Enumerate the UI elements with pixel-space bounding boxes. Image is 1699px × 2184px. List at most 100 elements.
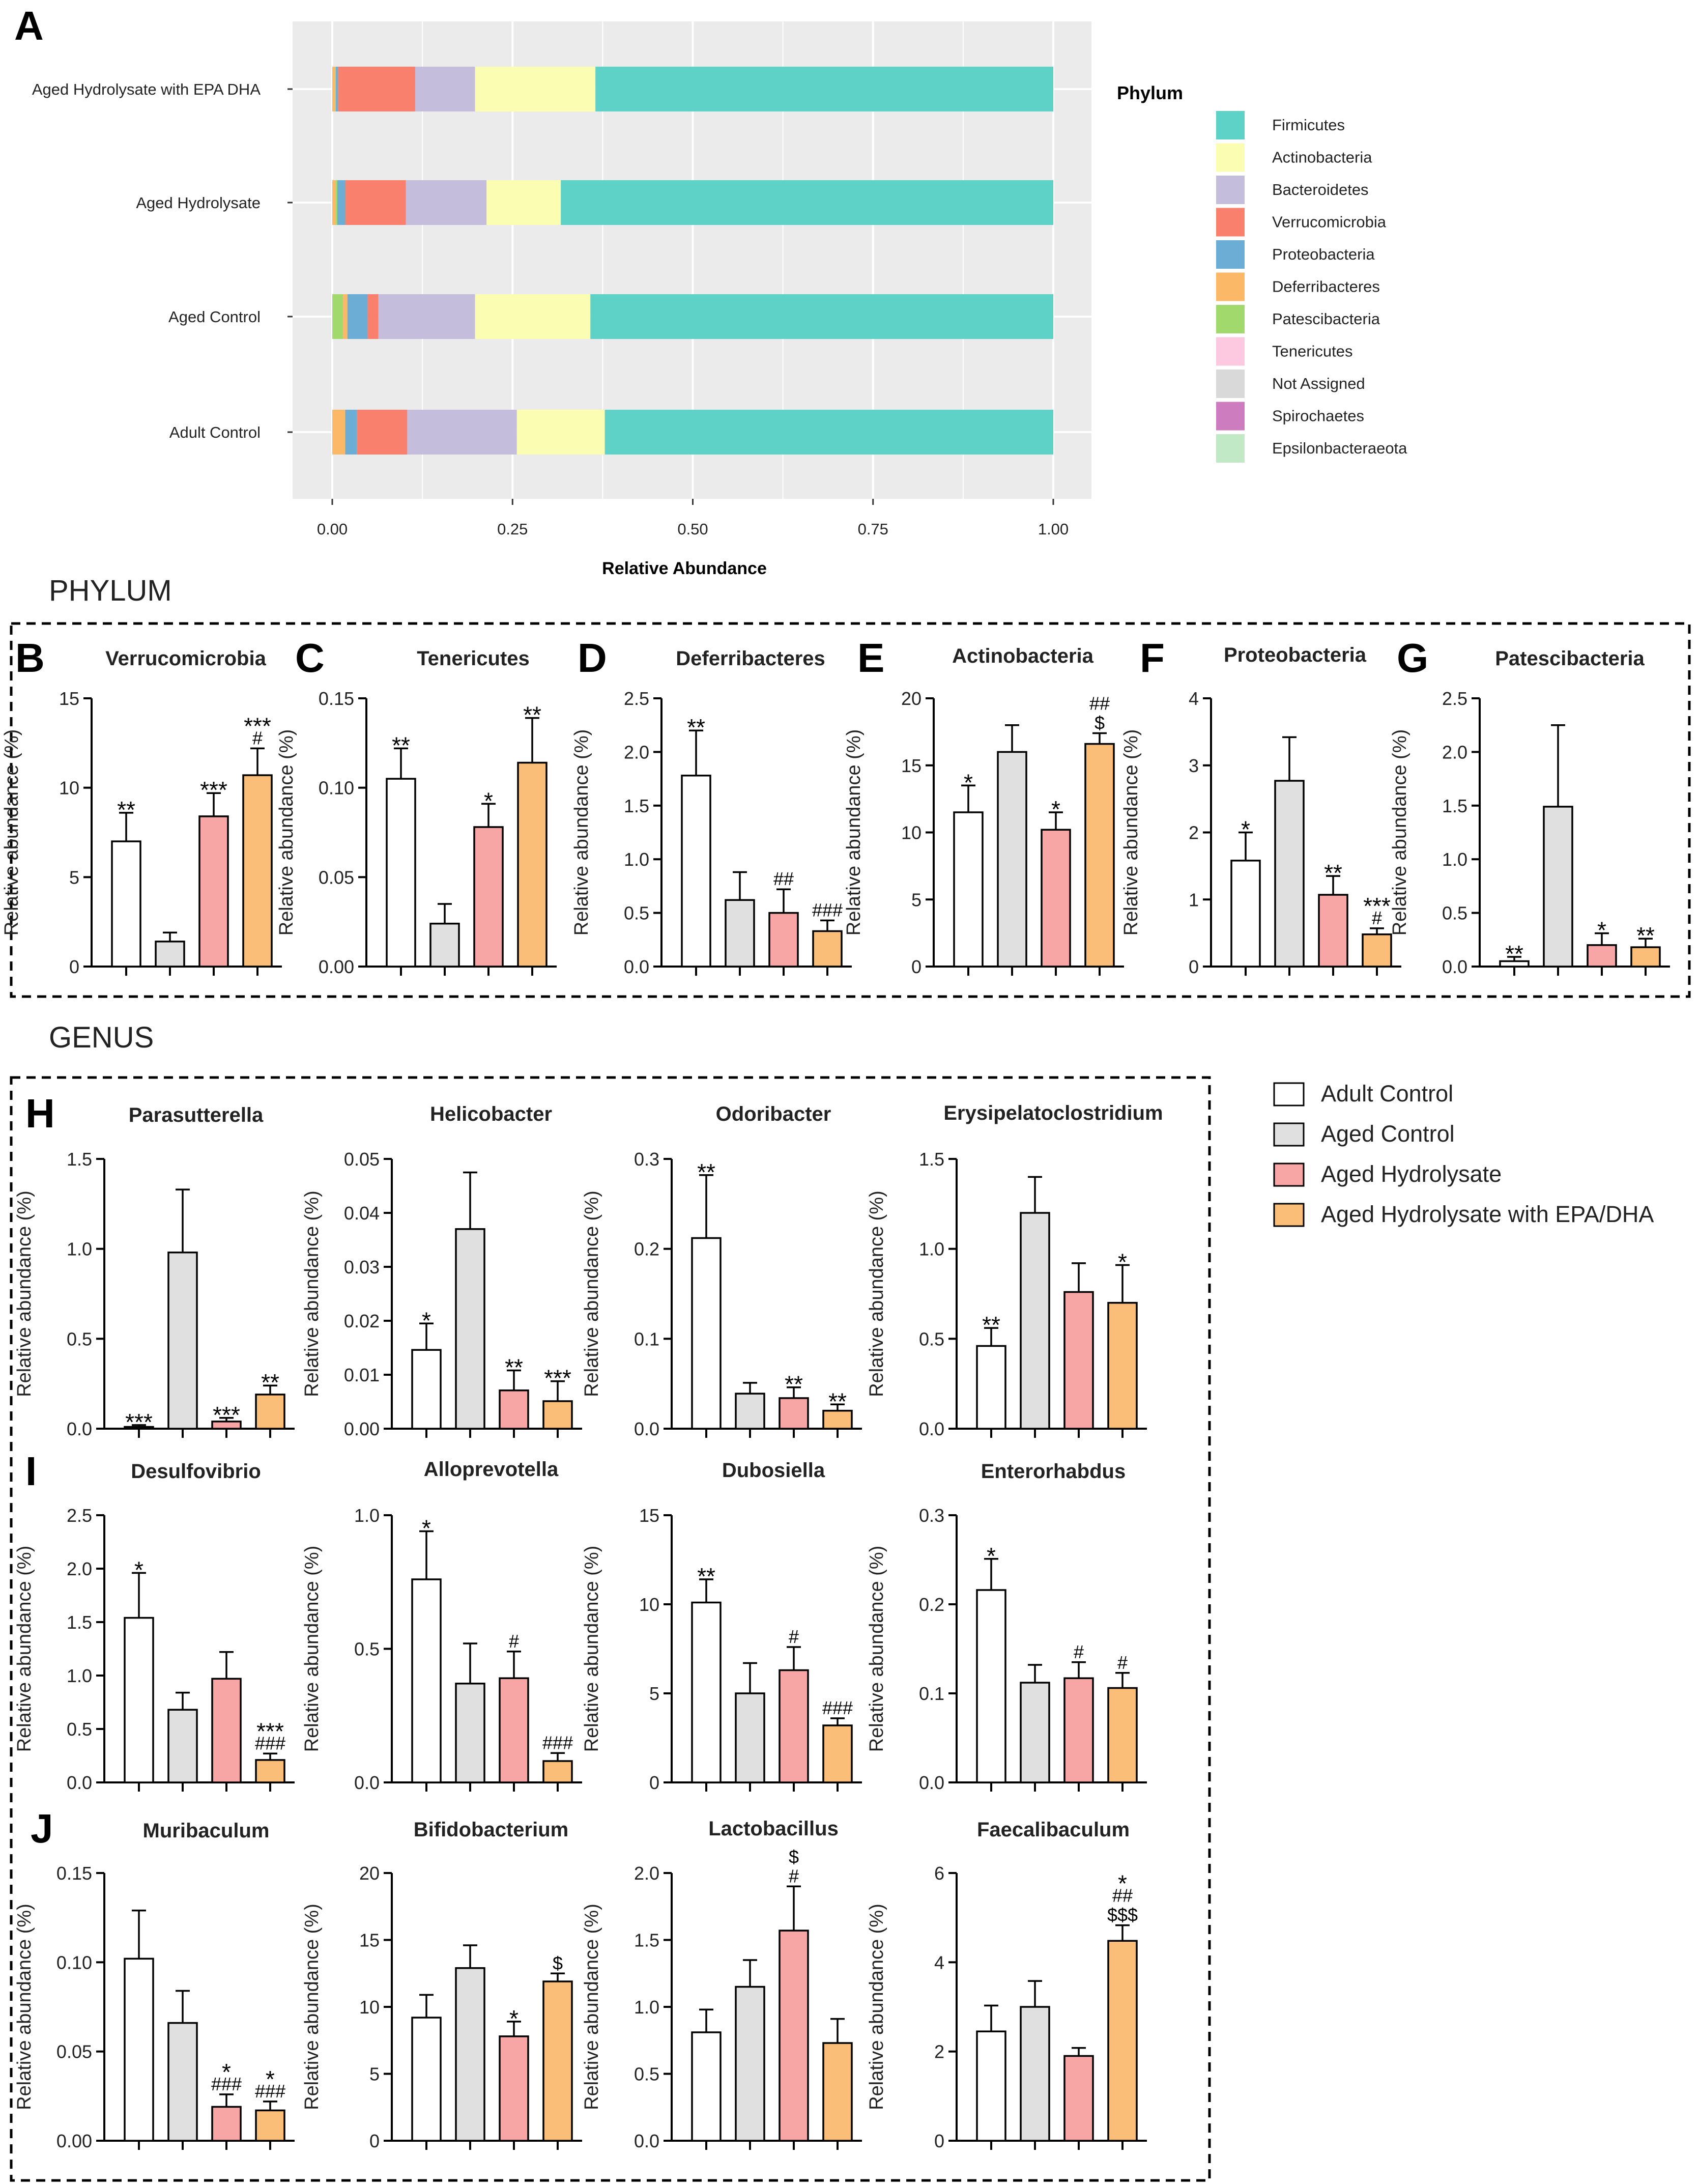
y-tick-label: 0.5 [624, 903, 649, 924]
significance-marker: * [266, 2066, 275, 2092]
y-tick-label: 15 [59, 688, 79, 709]
y-tick-label: 0.00 [319, 956, 354, 977]
legend-swatch-deferribacteres [1216, 272, 1245, 301]
group-legend-label: Aged Hydrolysate [1321, 1161, 1502, 1187]
panel-title: Deferribacteres [676, 647, 825, 670]
significance-marker: * [422, 1307, 431, 1334]
y-tick-label: 15 [359, 1930, 380, 1951]
bar: Adult Control: 10.1 [691, 1601, 722, 1783]
panel-a-x-tick-label: 0.50 [677, 520, 708, 538]
bar-panels: B Verrucomicrobia Relative abundance (%) 0 5… [1, 635, 1670, 2151]
y-tick-label: 0.5 [67, 1328, 92, 1349]
y-axis-label: Relative abundance (%) [301, 1904, 323, 2110]
y-tick-label: 4 [934, 1952, 944, 1973]
panel-a-row-labels: Aged Hydrolysate with EPA DHA Aged Hydrol… [32, 80, 293, 441]
bar: Aged Control: 12.9 [455, 1967, 485, 2142]
significance-marker: *** [213, 1402, 240, 1428]
bar: Aged Hydrolysate with EPA/DHA: 0.18 [1630, 946, 1661, 968]
y-axis-label: Relative abundance (%) [14, 1904, 35, 2110]
y-tick-label: 2.0 [624, 742, 649, 762]
bar-panel-alloprevotella: Alloprevotella Relative abundance (%) 0.0 0… [301, 1458, 582, 1793]
panel-title: Proteobacteria [1224, 644, 1367, 666]
significance-marker: * [422, 1515, 431, 1542]
bar: Adult Control: 0.76 [411, 1578, 442, 1783]
bar-segment-firmicutes: Aged Control: Firmicutes 0.642 [590, 294, 1053, 339]
significance-marker: ### [211, 2074, 242, 2094]
bar: Aged Hydrolysate: 1.57 [779, 1930, 809, 2142]
significance-marker: * [1118, 1870, 1127, 1897]
bar: Adult Control: 9.2 [411, 2017, 442, 2142]
phylum-legend-label: Bacteroidetes [1272, 181, 1369, 198]
significance-marker: ** [697, 1563, 715, 1590]
panel-title: Alloprevotella [424, 1458, 559, 1481]
y-tick-label: 10 [639, 1594, 659, 1615]
significance-marker: ### [812, 899, 843, 920]
bar-segment-deferribacteres: Aged Hydrolysate with EPA DHA: Deferriba… [332, 67, 335, 111]
section-title-phylum: PHYLUM [49, 574, 172, 607]
bar: Aged Hydrolysate with EPA/DHA: 0.33 [812, 930, 843, 968]
y-axis-label: Relative abundance (%) [581, 1190, 602, 1397]
panel-title: Tenericutes [417, 647, 530, 670]
y-tick-label: 1.5 [919, 1149, 944, 1170]
bar: Aged Hydrolysate: 0.117 [1063, 1677, 1094, 1783]
y-tick-label: 0.0 [624, 956, 649, 977]
bar-segment-bacteroidetes: Aged Control: Bacteroidetes 0.134 [378, 294, 475, 339]
bar-panel-muribaculum: J Muribaculum Relative abundance (%) 0.00 0.… [14, 1806, 295, 2151]
panel-title: Faecalibaculum [977, 1819, 1130, 1841]
bar: Aged Hydrolysate with EPA/DHA: 0.08 [542, 1760, 573, 1783]
significance-marker: ** [785, 1371, 803, 1398]
phylum-legend-label: Actinobacteria [1272, 149, 1372, 166]
y-tick-label: 1.5 [67, 1149, 92, 1170]
y-tick-label: 0.00 [56, 2131, 92, 2151]
bar-panel-patescibacteria: G Patescibacteria Relative abundance (%) 0.… [1389, 635, 1670, 977]
y-tick-label: 3 [1189, 755, 1199, 776]
y-axis-label: Relative abundance (%) [571, 729, 592, 936]
bar-segment-proteobacteria: Aged Hydrolysate: Proteobacteria 0.011 [337, 180, 345, 225]
panel-a-row-label: Adult Control [169, 423, 261, 441]
y-tick-label: 2.0 [634, 1863, 659, 1884]
phylum-legend-label: Proteobacteria [1272, 245, 1375, 263]
significance-marker: *** [125, 1409, 153, 1435]
bar: Aged Hydrolysate with EPA/DHA: 3.2 [822, 1724, 853, 1783]
bar: Aged Hydrolysate with EPA/DHA: 0.0051 [542, 1400, 573, 1430]
bar: Aged Control: 1.49 [1543, 806, 1573, 968]
panel-letter: H [25, 1091, 55, 1136]
panel-letter-a: A [14, 3, 44, 48]
bar: Aged Hydrolysate with EPA/DHA: 0.48 [1362, 933, 1392, 968]
bar-panel-odoribacter: Odoribacter Relative abundance (%) 0.0 0.1 0… [581, 1103, 862, 1439]
y-tick-label: 0 [1189, 956, 1199, 977]
bar-panel-dubosiella: Dubosiella Relative abundance (%) 0 5 10 15 Ad… [581, 1459, 862, 1793]
y-tick-label: 20 [359, 1863, 380, 1884]
y-tick-label: 2.5 [67, 1505, 92, 1526]
y-tick-label: 0.5 [919, 1328, 944, 1349]
bar-segment-actinobacteria: Aged Hydrolysate: Actinobacteria 0.103 [486, 180, 561, 225]
panel-letter: B [15, 635, 45, 680]
bar: Aged Control: 1.15 [735, 1986, 765, 2142]
y-tick-label: 0.5 [354, 1639, 380, 1660]
y-tick-label: 1.0 [67, 1665, 92, 1686]
bar: Adult Control: 0.81 [691, 2031, 722, 2142]
panel-title: Lactobacillus [708, 1818, 839, 1840]
bar: Aged Hydrolysate: 0.76 [1063, 1291, 1094, 1430]
bar: Aged Hydrolysate: 0.2 [1587, 944, 1617, 968]
significance-marker: * [1118, 1249, 1127, 1275]
bar-segment-firmicutes: Adult Control: Firmicutes 0.622 [604, 410, 1053, 455]
panel-a-x-tick-label: 0.25 [497, 520, 528, 538]
bar-segment-actinobacteria: Aged Hydrolysate with EPA DHA: Actinobac… [475, 67, 596, 111]
bar: Aged Hydrolysate: 10.2 [1041, 829, 1071, 968]
y-tick-label: 0.5 [67, 1719, 92, 1740]
y-tick-label: 0 [369, 2131, 380, 2151]
bar-segment-bacteroidetes: Aged Hydrolysate with EPA DHA: Bacteroid… [415, 67, 475, 111]
bar: Adult Control: 2.45 [976, 2030, 1006, 2142]
y-tick-label: 0.04 [344, 1203, 380, 1224]
bar-segment-bacteroidetes: Adult Control: Bacteroidetes 0.152 [407, 410, 517, 455]
y-tick-label: 0.3 [634, 1149, 659, 1170]
bar: Aged Control: 0.039 [735, 1393, 765, 1430]
y-tick-label: 1.0 [624, 849, 649, 870]
y-tick-label: 0.10 [319, 778, 354, 799]
phylum-legend-label: Tenericutes [1272, 343, 1353, 360]
significance-marker: ## [1089, 693, 1110, 714]
bar: Aged Hydrolysate with EPA/DHA: 10.7 [242, 774, 273, 968]
y-tick-label: 1.5 [1442, 796, 1467, 816]
bar: Aged Hydrolysate with EPA/DHA: 0.106 [1107, 1687, 1138, 1783]
